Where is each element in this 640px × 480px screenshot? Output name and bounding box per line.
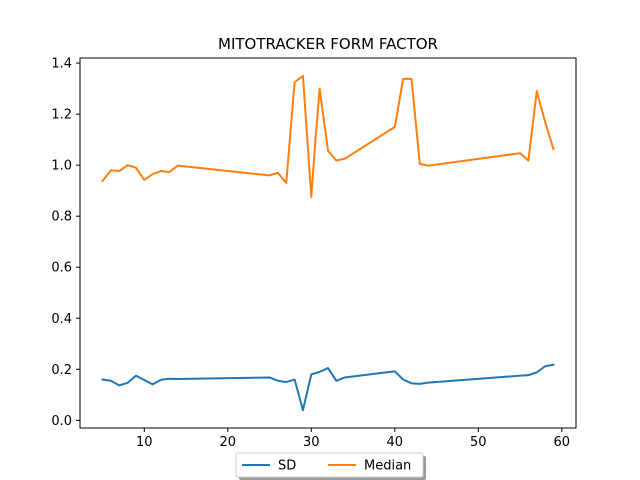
plot-frame: [79, 57, 577, 429]
x-tick-label: 60: [554, 435, 571, 450]
y-tick-label: 0.6: [51, 261, 72, 276]
legend-label-sd: SD: [278, 459, 296, 474]
axes-layer: 10 20 30 40 50 60 0.0 0.2 0.4 0.6 0.8 1.0 1.2 1.4: [51, 57, 577, 450]
y-tick-label: 1.2: [51, 108, 72, 123]
y-tick-label: 0.0: [51, 414, 72, 429]
chart-title: MITOTRACKER FORM FACTOR: [218, 35, 438, 53]
legend: SD Median: [235, 452, 426, 480]
series-line-median: [101, 74, 555, 199]
x-tick-label: 40: [387, 435, 404, 450]
x-tick-label: 50: [470, 435, 487, 450]
y-tick-label: 0.8: [51, 210, 72, 225]
y-tick-label: 1.4: [51, 57, 72, 72]
legend-label-median: Median: [364, 459, 411, 474]
x-tick-label: 10: [136, 435, 153, 450]
y-tick-label: 0.2: [51, 363, 72, 378]
series-layer: [101, 74, 555, 412]
x-tick-label: 20: [220, 435, 237, 450]
y-tick-label: 0.4: [51, 312, 72, 327]
y-tick-label: 1.0: [51, 159, 72, 174]
x-tick-label: 30: [303, 435, 320, 450]
series-line-sd: [101, 363, 555, 412]
